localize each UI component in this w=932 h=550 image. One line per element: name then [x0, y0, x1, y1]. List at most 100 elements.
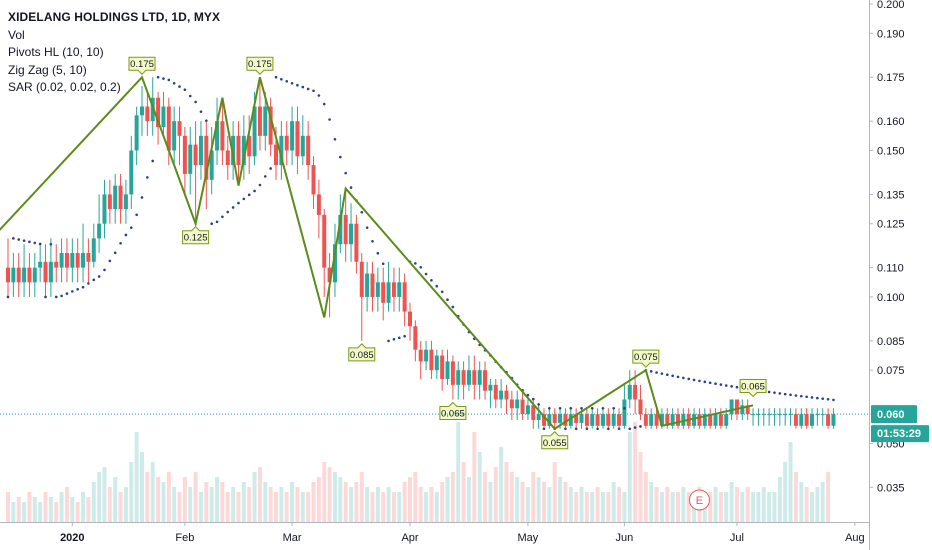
volume-bar	[268, 487, 273, 522]
candle	[231, 121, 236, 180]
volume-bar	[520, 482, 525, 522]
sar-dot	[414, 262, 417, 265]
candle	[600, 408, 605, 429]
candle	[654, 408, 659, 429]
candle-body	[799, 414, 804, 426]
volume-bar	[783, 462, 788, 522]
event-letter: E	[696, 495, 703, 507]
candle-body	[311, 165, 316, 195]
volume-bar	[311, 482, 316, 522]
pivot-box	[246, 56, 274, 75]
volume-bar	[365, 487, 370, 522]
candle-body	[627, 384, 632, 400]
volume-bar	[579, 487, 584, 522]
volume-bar	[70, 497, 75, 522]
candle-body	[284, 135, 289, 151]
legend-indicator-pivots[interactable]: Pivots HL (10, 10)	[8, 45, 104, 59]
volume-bar	[343, 482, 348, 522]
candle	[177, 106, 182, 166]
volume-bar	[6, 492, 10, 522]
sar-dot	[231, 206, 235, 209]
candle	[397, 267, 402, 312]
candle	[349, 203, 354, 262]
volume-bar	[247, 487, 252, 522]
volume-bar	[27, 492, 32, 522]
sar-dot	[617, 427, 621, 431]
candle-body	[810, 414, 814, 426]
sar-dot	[708, 381, 712, 385]
legend-indicator-sar[interactable]: SAR (0.02, 0.02, 0.2)	[8, 80, 121, 94]
pivot-value: 0.175	[130, 59, 154, 70]
volume-bar	[799, 482, 804, 522]
sar-dot	[773, 391, 776, 394]
legend-indicator-zigzag[interactable]: Zig Zag (5, 10)	[8, 62, 87, 77]
volume-bar	[440, 482, 445, 522]
candle-body	[327, 267, 332, 283]
candle-body	[59, 253, 64, 268]
sar-dot	[81, 285, 85, 289]
candle	[676, 408, 680, 429]
sar-dot	[574, 427, 578, 431]
pivot-label: 0.065	[739, 378, 767, 398]
candle	[499, 378, 504, 409]
candle	[70, 238, 75, 283]
candle	[332, 223, 337, 297]
sar-dot	[564, 427, 567, 431]
candle-body	[370, 273, 375, 297]
volume-bar	[236, 492, 241, 522]
candle	[488, 378, 493, 409]
candle	[306, 121, 311, 180]
candle	[434, 349, 439, 379]
volume-bar	[466, 477, 471, 522]
volume-bar	[568, 487, 573, 522]
sar-dot	[49, 242, 53, 246]
pivot-box	[739, 378, 767, 398]
sar-dot	[33, 241, 37, 245]
sar-dot	[607, 427, 610, 431]
candle	[284, 121, 289, 166]
candle	[209, 127, 214, 195]
candle	[6, 238, 10, 297]
y-tick-label: 0.125	[877, 219, 905, 231]
candle	[477, 361, 482, 400]
pivot-label: 0.055	[541, 431, 569, 450]
candle-body	[97, 223, 102, 239]
volume-bar	[434, 492, 439, 522]
volume-bar	[225, 492, 230, 522]
volume-bar	[257, 467, 262, 522]
volume-bar	[220, 482, 225, 522]
sar-dot	[601, 406, 605, 410]
legend-title[interactable]: XIDELANG HOLDINGS LTD, 1D, MYX	[8, 10, 221, 24]
volume-bar	[600, 492, 605, 522]
candle-body	[606, 414, 611, 426]
candle	[204, 121, 209, 210]
volume-bar	[450, 472, 455, 522]
candle	[268, 97, 273, 157]
volume-bar	[633, 422, 638, 522]
candle-body	[91, 238, 96, 262]
candle	[820, 408, 825, 426]
candle-body	[761, 414, 766, 416]
sar-dot	[381, 262, 385, 266]
candle-body	[815, 414, 820, 416]
legend-indicator-volume[interactable]: Vol	[8, 27, 25, 42]
sar-dot	[719, 383, 723, 386]
pivot-label: 0.065	[439, 401, 467, 420]
sar-dot	[542, 427, 546, 431]
x-tick-label: Feb	[175, 532, 194, 544]
sar-dot	[424, 272, 428, 276]
candle	[391, 267, 396, 312]
candle-body	[493, 384, 498, 400]
sar-dot	[816, 396, 819, 400]
candle-body	[745, 405, 750, 415]
sar-dot	[97, 275, 101, 278]
sar-dot	[290, 81, 294, 85]
candle-body	[257, 106, 262, 136]
volume-bar	[574, 492, 579, 522]
candle-body	[509, 399, 514, 409]
sar-dot	[60, 294, 63, 298]
candle-body	[483, 370, 488, 391]
event-marker[interactable]: E	[688, 489, 710, 511]
